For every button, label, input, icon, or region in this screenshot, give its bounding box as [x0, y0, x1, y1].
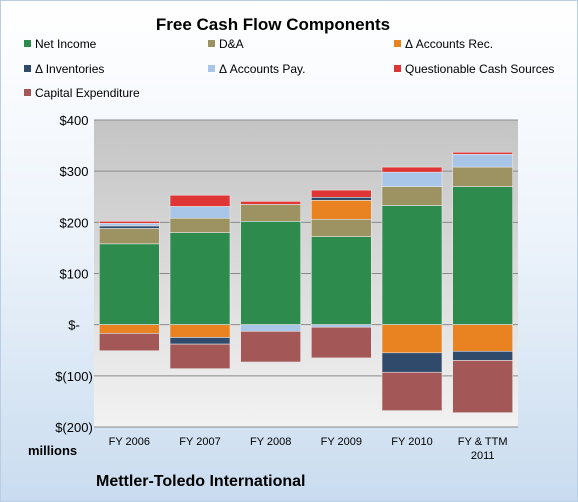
bars	[99, 151, 513, 413]
y-tick-label: $-	[68, 318, 80, 333]
bar-segment-inventories	[311, 196, 372, 201]
bar-segment-net-income	[381, 205, 443, 325]
bar-segment-capital-expenditure	[240, 331, 301, 363]
bar-segment-accounts-pay	[169, 206, 231, 219]
bar-segment-net-income	[99, 243, 160, 325]
bar-segment-accounts-rec	[381, 324, 443, 354]
bar-segment-capital-expenditure	[99, 333, 160, 352]
bar-segment-questionable-cash-sources	[452, 151, 513, 155]
bar-segment-questionable-cash-sources	[240, 201, 301, 205]
y-tick-label: $300	[60, 164, 89, 179]
y-tick-label: $100	[60, 267, 89, 282]
x-axis-ticks: FY 2006 FY 2007 FY 2008 FY 2009 FY 2010 FY & …	[109, 436, 508, 462]
y-tick-label: $200	[60, 215, 89, 230]
bar-segment-inventories	[169, 337, 231, 345]
legend-label: D&A	[219, 37, 244, 51]
legend-label: Questionable Cash Sources	[405, 62, 554, 76]
bar-segment-questionable-cash-sources	[169, 194, 231, 207]
legend: Net Income D&A Δ Accounts Rec. Δ Inventorie…	[24, 37, 554, 100]
bar-segment-accounts-rec	[99, 324, 160, 334]
legend-swatch	[208, 40, 215, 47]
y-tick-label: $(100)	[55, 369, 93, 384]
bar-segment-d-a	[381, 186, 443, 206]
legend-label: Net Income	[35, 37, 97, 51]
bar-segment-net-income	[240, 221, 301, 325]
bar-segment-d-a	[169, 217, 231, 233]
bar-segment-net-income	[452, 186, 513, 325]
bar-segment-accounts-pay	[311, 324, 372, 328]
units-label: millions	[28, 443, 77, 458]
bar-segment-accounts-pay	[240, 324, 301, 332]
x-tick-label: FY & TTM	[458, 436, 508, 448]
legend-label: Δ Inventories	[35, 62, 104, 76]
bar-segment-inventories	[452, 350, 513, 361]
x-tick-label: FY 2006	[109, 436, 150, 448]
bar-segment-d-a	[452, 166, 513, 187]
bar-segment-accounts-rec	[169, 324, 231, 338]
bar-segment-net-income	[311, 236, 372, 325]
bar-segment-d-a	[311, 218, 372, 237]
bar-segment-capital-expenditure	[169, 343, 231, 369]
bar-segment-d-a	[240, 204, 301, 222]
bar-segment-questionable-cash-sources	[99, 221, 160, 224]
company-name: Mettler-Toledo International	[96, 473, 305, 490]
legend-swatch	[394, 65, 401, 72]
bar-segment-net-income	[169, 232, 231, 325]
x-tick-label: 2011	[471, 450, 495, 462]
legend-label: Δ Accounts Rec.	[405, 37, 493, 51]
legend-label: Δ Accounts Pay.	[219, 62, 306, 76]
bar-segment-inventories	[99, 225, 160, 229]
gridlines	[94, 119, 518, 428]
bar-segment-d-a	[99, 228, 160, 245]
legend-swatch	[208, 65, 215, 72]
y-tick-label: $(200)	[55, 420, 93, 435]
x-tick-label: FY 2007	[179, 436, 220, 448]
x-tick-label: FY 2009	[321, 436, 362, 448]
legend-swatch	[24, 89, 31, 96]
bar-segment-accounts-pay	[99, 223, 160, 227]
bar-segment-accounts-rec	[311, 200, 372, 220]
bar-segment-accounts-pay	[381, 171, 443, 187]
y-axis-ticks: $400 $300 $200 $100 $- $(100) $(200)	[55, 113, 93, 435]
legend-swatch	[24, 40, 31, 47]
bar-segment-capital-expenditure	[311, 326, 372, 359]
y-tick-label: $400	[60, 113, 89, 128]
bar-segment-inventories	[381, 352, 443, 373]
bar-segment-questionable-cash-sources	[381, 166, 443, 173]
bar-segment-capital-expenditure	[452, 360, 513, 413]
bar-segment-capital-expenditure	[381, 371, 443, 411]
bar-segment-questionable-cash-sources	[311, 189, 372, 198]
legend-swatch	[394, 40, 401, 47]
bar-segment-accounts-pay	[452, 153, 513, 168]
x-tick-label: FY 2008	[250, 436, 291, 448]
bar-segment-accounts-rec	[452, 324, 513, 352]
x-tick-label: FY 2010	[391, 436, 432, 448]
legend-label: Capital Expenditure	[35, 86, 140, 100]
chart-title: Free Cash Flow Components	[156, 15, 390, 34]
legend-swatch	[24, 65, 31, 72]
